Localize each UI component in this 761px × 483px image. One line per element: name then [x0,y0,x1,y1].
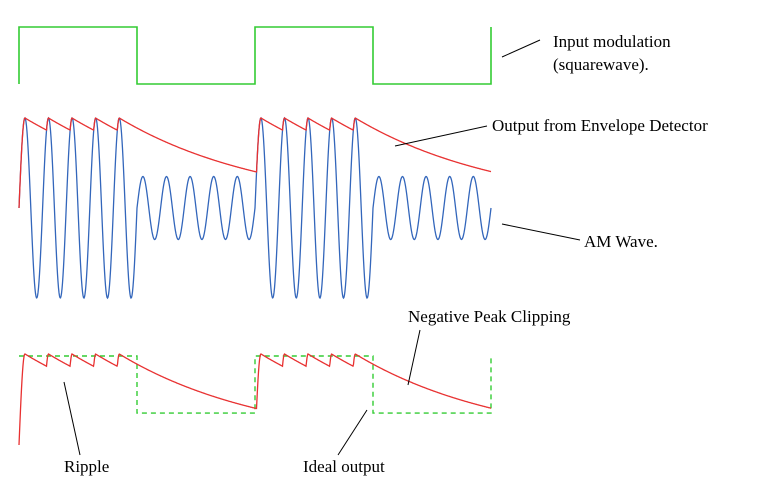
ripple-leader [63,381,81,456]
envelope-detector-output-trace [18,117,492,209]
am-wave-leader [501,223,581,241]
ideal-output-label: Ideal output [303,457,385,476]
input-modulation-label: Input modulation [553,32,671,51]
ideal-output-leader [337,409,368,456]
negative-peak-clipping-label: Negative Peak Clipping [408,307,571,326]
detector-output-ripple-trace [18,353,492,446]
ripple-label: Ripple [64,457,109,476]
am-wave-label: AM Wave. [584,232,658,251]
envelope-output-leader [394,125,488,147]
input-modulation-leader [501,39,541,58]
ideal-output-trace [19,355,492,414]
envelope-output-label: Output from Envelope Detector [492,116,708,135]
am-wave-trace [18,116,492,300]
negative-peak-clipping-leader [407,329,421,386]
input-squarewave [18,26,492,85]
input-modulation-sublabel: (squarewave). [553,55,649,74]
